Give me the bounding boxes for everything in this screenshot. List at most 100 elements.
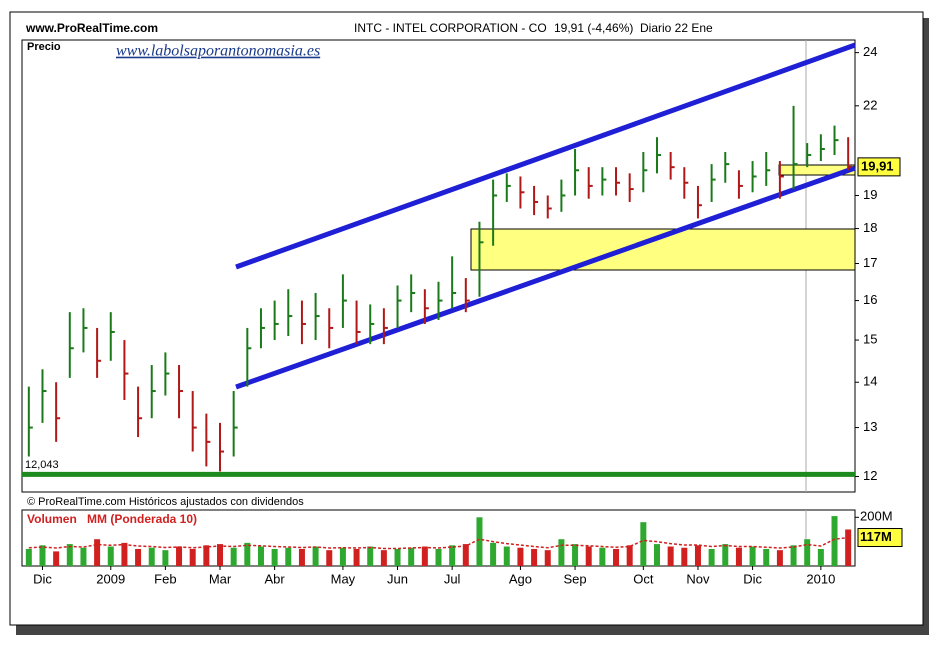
x-tick-label: 2009 [96, 571, 125, 586]
volume-bar [735, 547, 742, 566]
volume-bar [722, 544, 729, 566]
volume-bar [394, 548, 401, 566]
footer: © ProRealTime.com Históricos ajustados c… [27, 496, 304, 508]
volume-bar [708, 548, 715, 566]
volume-bar [626, 545, 633, 566]
volume-bar [585, 546, 592, 566]
volume-bar [817, 548, 824, 566]
x-tick-label: Abr [265, 571, 286, 586]
x-tick-label: Nov [686, 571, 710, 586]
volume-bar [476, 517, 483, 566]
volume-bar [599, 547, 606, 566]
period: Diario 22 Ene [640, 21, 713, 35]
volume-bar [53, 551, 60, 566]
y-tick-label: 12 [863, 468, 877, 483]
volume-bar [558, 539, 565, 566]
y-tick-label: 200M [860, 509, 893, 524]
volume-bar [230, 547, 237, 566]
volume-bar [572, 544, 579, 566]
x-tick-label: May [331, 571, 356, 586]
ma-label-box [857, 528, 903, 548]
volume-bar [667, 546, 674, 566]
y-tick-label: 15 [863, 331, 877, 346]
volume-bar [490, 542, 497, 566]
volume-bar [257, 546, 264, 566]
y-tick-label: 17 [863, 255, 877, 270]
volume-bar [66, 544, 73, 566]
volume-bar [121, 542, 128, 566]
legend-entry: MM (Ponderada 10) [87, 512, 197, 526]
price-label: 19,91 [861, 158, 894, 173]
channel-line [235, 42, 856, 270]
volume-bar [271, 548, 278, 566]
volume-bar [326, 550, 333, 566]
x-tick-label: Ago [509, 571, 532, 586]
volume-bar [176, 546, 183, 566]
y-tick-label: 22 [863, 97, 877, 112]
channel-line [235, 165, 856, 390]
volume-bar [189, 548, 196, 566]
volume-bar [39, 545, 46, 566]
volume-bar [217, 544, 224, 566]
instrument: INTC - INTEL CORPORATION - CO [354, 21, 547, 35]
price-label-box [857, 157, 901, 177]
volume-bar [694, 545, 701, 566]
volume-bar [790, 545, 797, 566]
volume-bar [80, 547, 87, 566]
y-tick-label: 18 [863, 220, 877, 235]
y-tick-label: 16 [863, 292, 877, 307]
x-tick-label: Dic [743, 571, 762, 586]
marks: 12 13 14 15 16 17 18 19 22 24 200M Dic 2009 Feb Mar Abr… [22, 42, 903, 586]
ma-label: 117M [860, 529, 892, 544]
volume-bar [435, 548, 442, 566]
volume-bar [244, 542, 251, 566]
support-label: 12,043 [25, 459, 59, 471]
y-tick-label: 14 [863, 374, 877, 389]
volume-bar [162, 550, 169, 566]
volume-bar [353, 548, 360, 566]
volume-bar [517, 547, 524, 566]
volume-bar [763, 548, 770, 566]
volume-bar [203, 545, 210, 566]
y-tick-label: 19 [863, 187, 877, 202]
volume-bar [531, 548, 538, 566]
volume-bar [503, 546, 510, 566]
volume-bar [380, 550, 387, 566]
volume-bar [298, 548, 305, 566]
x-tick-label: Mar [209, 571, 232, 586]
x-tick-label: Dic [33, 571, 52, 586]
volume-bar [285, 547, 292, 566]
legend-entry: Volumen [27, 512, 77, 526]
volume-bar [339, 547, 346, 566]
volume-bar [613, 548, 620, 566]
x-tick-label: Jul [444, 571, 461, 586]
y-tick-label: 13 [863, 419, 877, 434]
volume-bar [312, 546, 319, 566]
site: www.ProRealTime.com [25, 21, 158, 35]
x-tick-label: Jun [387, 571, 408, 586]
volume-bar [845, 529, 852, 566]
volume-bar [94, 539, 101, 566]
volume-bar [367, 546, 374, 566]
ma-line [28, 536, 849, 550]
volume-bar [107, 546, 114, 566]
watermark: www.labolsaporantonomasia.es [116, 43, 320, 60]
volume-bar [544, 550, 551, 566]
y-tick-label: 24 [863, 44, 877, 59]
quote: 19,91 (-4,46%) [554, 21, 633, 35]
x-tick-label: Sep [563, 571, 586, 586]
volume-bar [148, 547, 155, 566]
volume-bar [776, 550, 783, 566]
volume-bar [135, 548, 142, 566]
volume-bar [804, 539, 811, 566]
volume-bar [25, 548, 32, 566]
volume-bar [640, 522, 647, 566]
volume-bar [749, 546, 756, 566]
x-tick-label: 2010 [806, 571, 835, 586]
volume-bar [449, 545, 456, 566]
volume-bar [831, 516, 838, 566]
volume-bar [681, 547, 688, 566]
panel-title: Precio [27, 41, 61, 53]
volume-bar [653, 544, 660, 566]
